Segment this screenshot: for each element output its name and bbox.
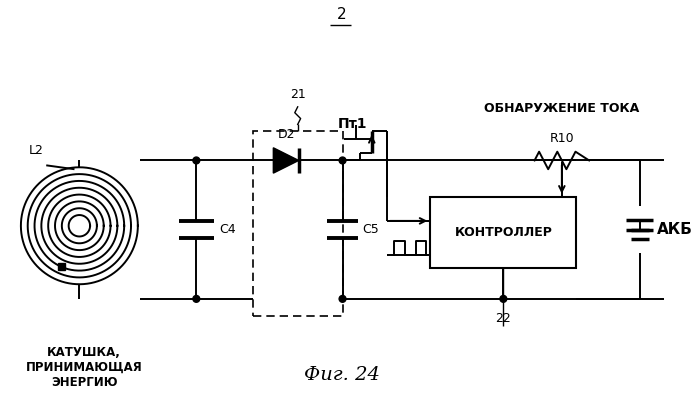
Text: Пт1: Пт1 [338,117,367,131]
Text: 22: 22 [496,312,511,325]
Polygon shape [274,148,299,173]
Text: КОНТРОЛЛЕР: КОНТРОЛЛЕР [454,225,552,239]
Bar [253,131,343,316]
Text: ОБНАРУЖЕНИЕ ТОКА: ОБНАРУЖЕНИЕ ТОКА [484,102,639,115]
Circle shape [193,157,200,164]
Text: 2: 2 [336,7,346,22]
Circle shape [500,295,507,302]
Circle shape [339,295,346,302]
Text: АКБ: АКБ [658,222,693,237]
Text: 21: 21 [290,88,306,101]
Circle shape [193,295,200,302]
Text: R10: R10 [549,132,574,145]
Text: L2: L2 [29,144,43,157]
Text: Фиг. 24: Фиг. 24 [304,366,380,384]
Bar [59,263,65,270]
Text: C4: C4 [220,223,237,236]
Text: C5: C5 [362,223,379,236]
Bar [430,196,577,268]
Circle shape [339,157,346,164]
Text: КАТУШКА,
ПРИНИМАЮЩАЯ
ЭНЕРГИЮ: КАТУШКА, ПРИНИМАЮЩАЯ ЭНЕРГИЮ [26,346,142,389]
Text: D2: D2 [277,128,295,141]
